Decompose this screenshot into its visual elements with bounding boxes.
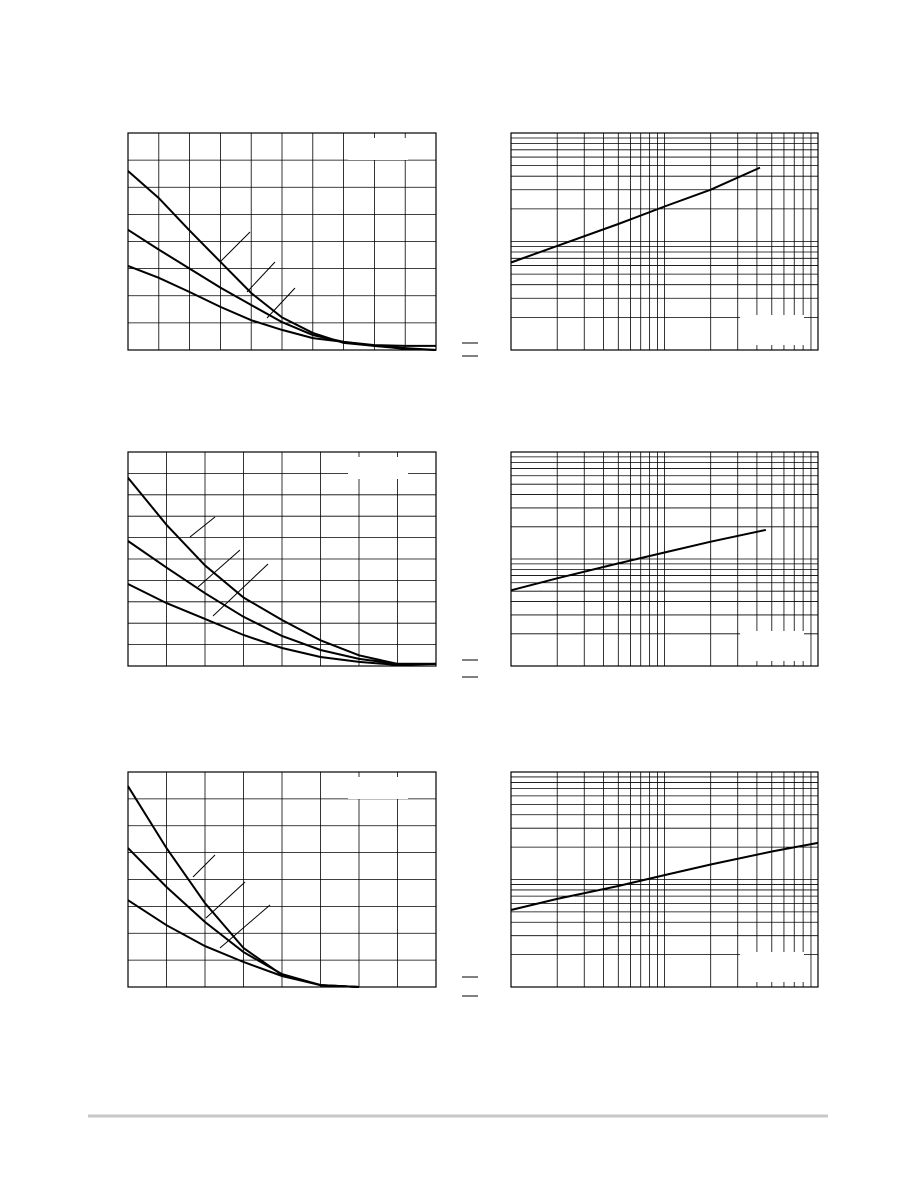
legend-box <box>348 777 408 799</box>
plot-frame <box>510 132 819 351</box>
curve <box>510 841 819 911</box>
curve <box>127 899 360 988</box>
legend-box <box>740 952 804 982</box>
arrow <box>219 904 271 949</box>
curve <box>510 528 767 592</box>
curve <box>510 166 761 264</box>
curve <box>127 264 436 347</box>
legend-box <box>348 457 408 479</box>
arrow <box>266 287 296 319</box>
plot-frame <box>127 771 437 988</box>
legend-box <box>740 315 804 345</box>
curve <box>127 583 437 666</box>
legend-box <box>740 631 804 661</box>
plot-frame <box>510 451 819 667</box>
arrow <box>192 854 216 878</box>
arrow <box>246 261 276 293</box>
curve <box>127 477 436 665</box>
curve <box>127 228 437 351</box>
plot-frame <box>510 771 819 988</box>
arrows <box>189 231 478 997</box>
legend-box <box>348 138 408 160</box>
plot-frame <box>127 132 437 351</box>
arrow <box>197 549 241 588</box>
curve <box>127 540 436 665</box>
arrow <box>189 516 216 538</box>
arrow <box>212 563 269 617</box>
plot-frame <box>127 451 437 667</box>
arrow <box>219 231 251 263</box>
